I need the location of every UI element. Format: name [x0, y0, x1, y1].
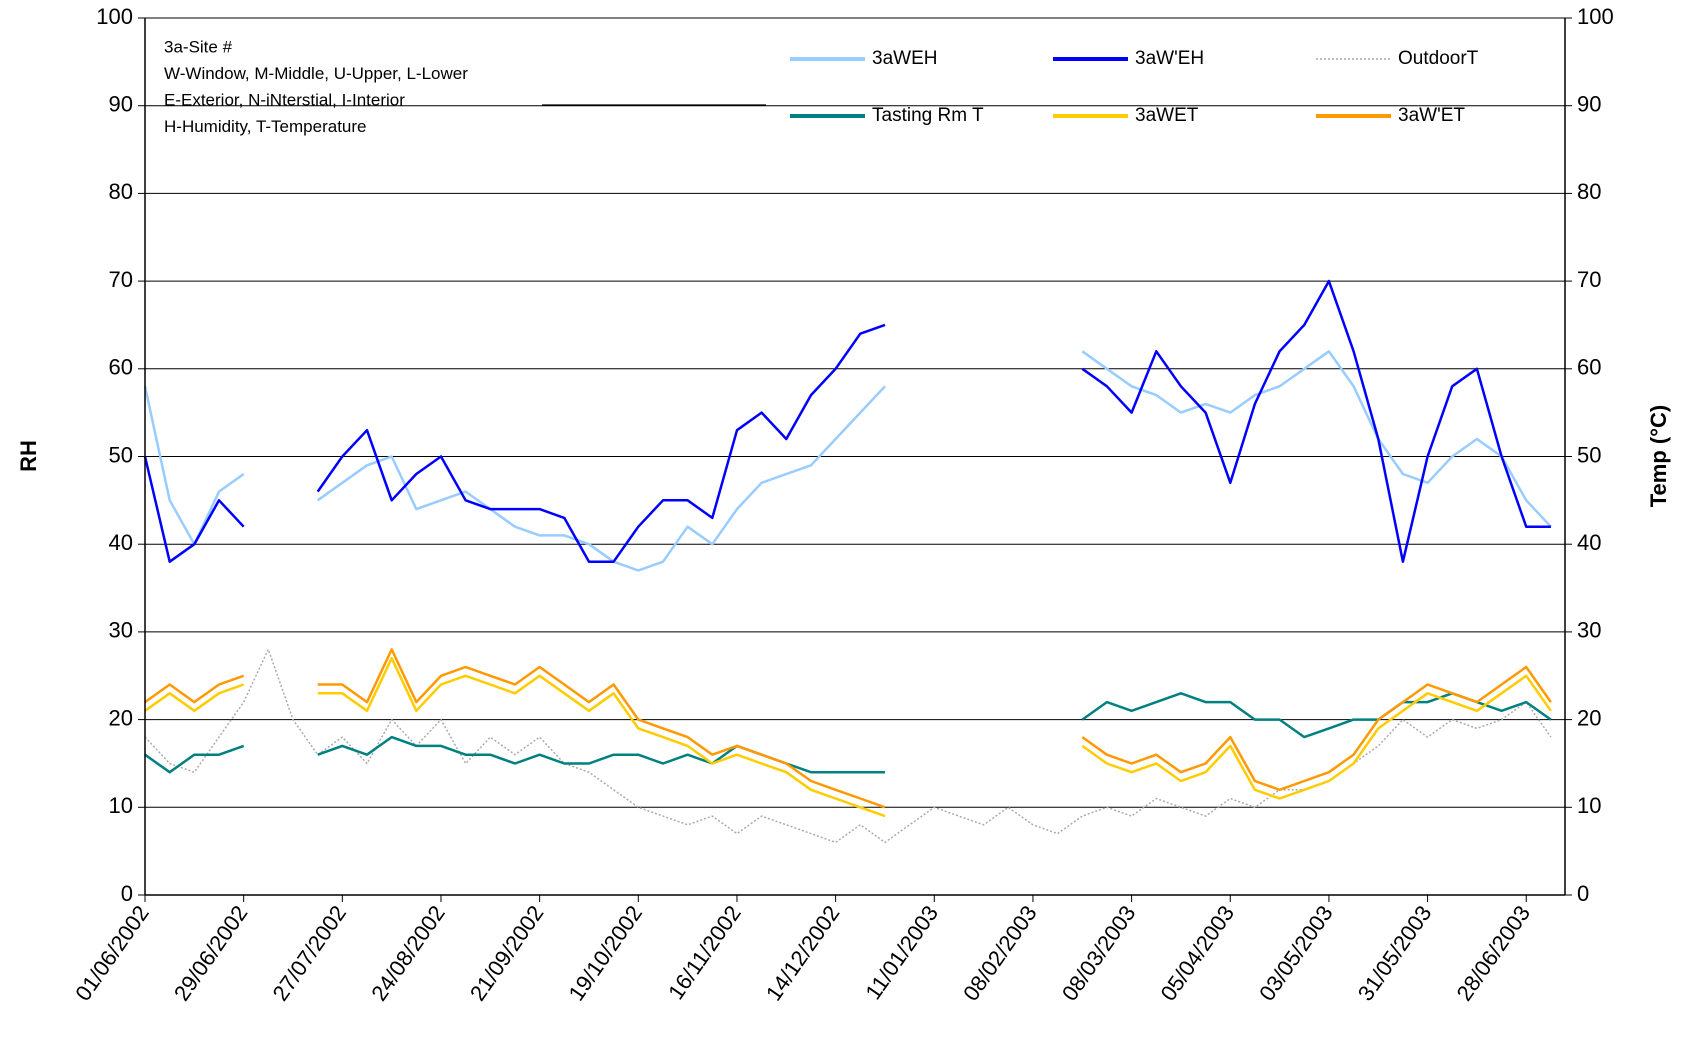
legend-label: 3aW'EH [1135, 48, 1204, 69]
x-tick-label: 19/10/2002 [564, 901, 648, 1006]
legend-label: 3aWEH [872, 48, 937, 69]
y2-tick-label: 40 [1577, 530, 1601, 555]
y-tick-label: 0 [121, 881, 133, 906]
x-tick-label: 08/03/2003 [1057, 901, 1141, 1006]
series-line [144, 648, 1552, 844]
x-tick-label: 03/05/2003 [1254, 901, 1338, 1006]
y2-tick-label: 50 [1577, 442, 1601, 467]
x-tick-label: 11/01/2003 [860, 901, 943, 1004]
y-axis-label: RH [16, 440, 41, 472]
y2-tick-label: 10 [1577, 793, 1601, 818]
note: 3a-Site # [164, 37, 233, 56]
note: H-Humidity, T-Temperature [164, 117, 366, 136]
y2-tick-label: 70 [1577, 267, 1601, 292]
x-tick-label: 29/06/2002 [169, 901, 253, 1006]
y2-tick-label: 30 [1577, 618, 1601, 643]
y2-tick-label: 0 [1577, 881, 1589, 906]
y-tick-label: 80 [109, 179, 133, 204]
y-tick-label: 50 [109, 442, 133, 467]
legend-label: Tasting Rm T [872, 105, 984, 126]
y-tick-label: 70 [109, 267, 133, 292]
y-tick-label: 20 [109, 705, 133, 730]
x-tick-label: 08/02/2003 [958, 901, 1042, 1006]
note: W-Window, M-Middle, U-Upper, L-Lower [164, 64, 468, 83]
note: E-Exterior, N-iNterstial, I-Interior [164, 90, 405, 109]
y-tick-label: 60 [109, 355, 133, 380]
series-line [144, 692, 1552, 774]
y-tick-label: 90 [109, 92, 133, 117]
x-tick-label: 01/06/2002 [70, 901, 154, 1006]
x-tick-label: 05/04/2003 [1155, 901, 1239, 1006]
y2-axis-label: Temp (°C) [1646, 405, 1671, 508]
y-tick-label: 100 [96, 4, 133, 29]
x-tick-label: 14/12/2002 [761, 901, 845, 1006]
y2-tick-label: 60 [1577, 355, 1601, 380]
legend-label: 3aW'ET [1398, 105, 1465, 126]
y2-tick-label: 90 [1577, 92, 1601, 117]
series-line [144, 648, 1552, 809]
x-tick-label: 21/09/2002 [465, 901, 549, 1006]
x-tick-label: 16/11/2002 [663, 901, 746, 1004]
series-line [143, 279, 1551, 563]
y2-tick-label: 100 [1577, 4, 1614, 29]
series-line [144, 656, 1552, 818]
x-tick-label: 31/05/2003 [1353, 901, 1437, 1006]
y2-tick-label: 80 [1577, 179, 1601, 204]
legend-label: OutdoorT [1398, 48, 1479, 69]
y-tick-label: 40 [109, 530, 133, 555]
y2-tick-label: 20 [1577, 705, 1601, 730]
legend-label: 3aWET [1135, 105, 1199, 126]
y-tick-label: 30 [109, 618, 133, 643]
x-tick-label: 24/08/2002 [366, 901, 450, 1006]
x-tick-label: 28/06/2003 [1451, 901, 1535, 1006]
series-line [143, 350, 1552, 572]
y-tick-label: 10 [109, 793, 133, 818]
x-tick-label: 27/07/2002 [268, 901, 352, 1006]
